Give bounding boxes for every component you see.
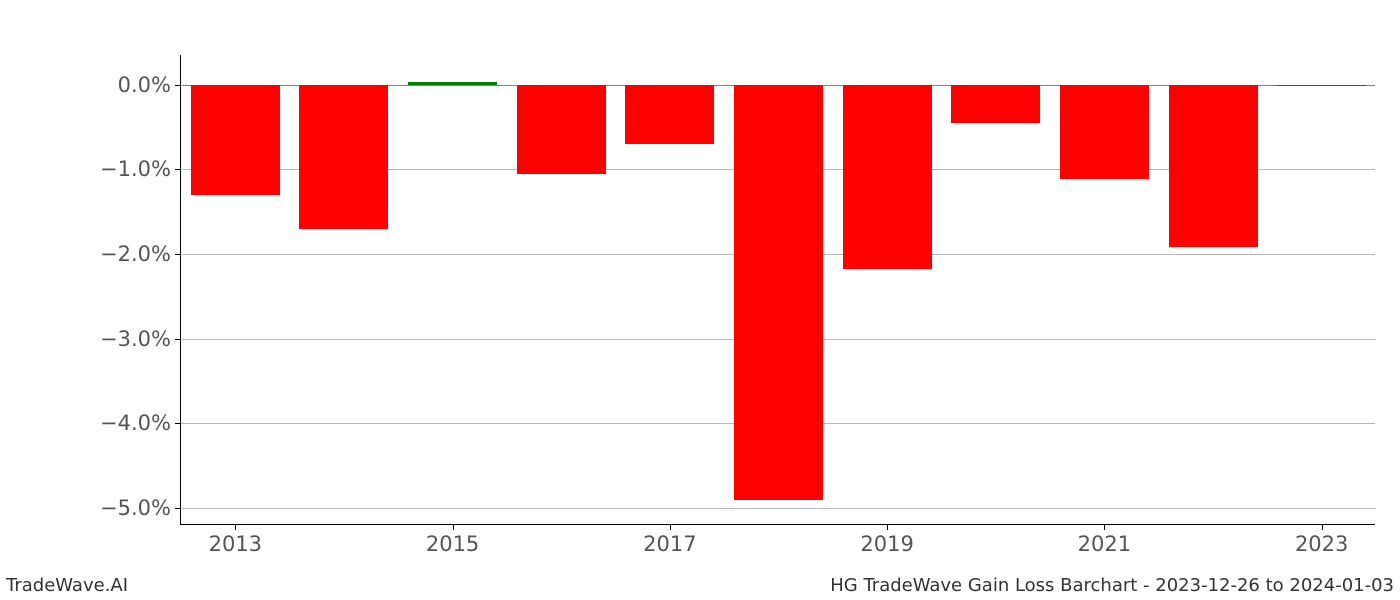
xtick-label: 2017 — [643, 524, 696, 556]
ytick-label: −3.0% — [100, 327, 181, 351]
ytick-label: −4.0% — [100, 411, 181, 435]
footer-right-caption: HG TradeWave Gain Loss Barchart - 2023-1… — [830, 575, 1394, 596]
bar — [408, 82, 497, 85]
ytick-label: −2.0% — [100, 242, 181, 266]
bar — [843, 85, 932, 270]
ytick-label: 0.0% — [118, 73, 181, 97]
xtick-label: 2015 — [426, 524, 479, 556]
gridline — [181, 508, 1375, 509]
ytick-label: −5.0% — [100, 496, 181, 520]
bar — [517, 85, 606, 174]
bar — [299, 85, 388, 229]
bar — [734, 85, 823, 500]
bar — [1169, 85, 1258, 248]
bar — [1060, 85, 1149, 180]
xtick-label: 2021 — [1078, 524, 1131, 556]
xtick-label: 2023 — [1295, 524, 1348, 556]
ytick-label: −1.0% — [100, 157, 181, 181]
bar — [191, 85, 280, 195]
bar — [1277, 85, 1366, 86]
xtick-label: 2013 — [209, 524, 262, 556]
gain-loss-barchart: −5.0% −4.0% −3.0% −2.0% −1.0% 0.0% 2013 2015 201… — [0, 0, 1400, 600]
plot-area: −5.0%−4.0%−3.0%−2.0%−1.0%0.0%20132015201… — [180, 55, 1375, 525]
footer-left-brand: TradeWave.AI — [6, 575, 128, 596]
bar — [625, 85, 714, 144]
bar — [951, 85, 1040, 123]
xtick-label: 2019 — [860, 524, 913, 556]
